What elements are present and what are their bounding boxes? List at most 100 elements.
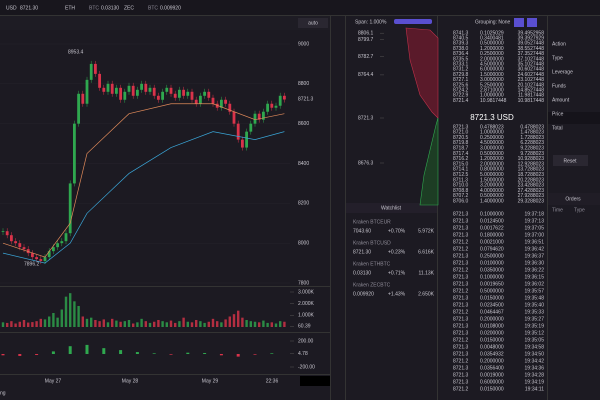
volume-bar [64, 296, 68, 327]
ticker-quote: BTC [89, 5, 99, 11]
time-box [300, 376, 330, 386]
grouping-minus[interactable] [514, 18, 524, 27]
span-slider[interactable] [394, 19, 432, 24]
ob-price: 8719.8 [453, 140, 469, 146]
macd-bar [85, 344, 89, 354]
volume-bar [18, 321, 21, 327]
ob-amount: 10.9817448 [480, 98, 507, 104]
ob-amount: 0.0019650 [480, 281, 504, 287]
reset-button[interactable] [553, 155, 588, 166]
candle [5, 231, 9, 236]
candle [224, 99, 227, 104]
ob-amount: 0.1000000 [480, 274, 504, 280]
form-label: Amount [552, 97, 570, 103]
ob-total: 19:35:40 [525, 302, 545, 308]
candle [94, 63, 97, 74]
orders-column: Type [574, 207, 585, 213]
ob-price: 8718.7 [453, 146, 469, 152]
grouping-label: Grouping: None [475, 19, 511, 25]
volume-bar [69, 293, 72, 327]
volume-bar [73, 301, 76, 327]
watch-volume: 11.13K [419, 270, 435, 276]
ob-total: 19:36:37 [525, 253, 545, 259]
ob-amount: 0.0100000 [480, 260, 504, 266]
ob-price: 8729.8 [453, 72, 469, 78]
ob-amount: 1.2000000 [480, 46, 504, 52]
ob-price: 8721.3 [453, 225, 469, 231]
ob-amount: 0.0150000 [480, 386, 504, 392]
y-tick-label: 8200 [298, 201, 309, 207]
last-label: 8721.3 [298, 96, 314, 102]
ob-amount: 0.5000000 [480, 41, 504, 47]
candle [257, 113, 261, 120]
candle [26, 249, 30, 254]
ob-amount: 0.3400481 [480, 36, 504, 42]
grouping-plus[interactable] [527, 18, 537, 27]
ob-total: 1.7288023 [520, 135, 544, 141]
candle [241, 139, 244, 148]
candle [232, 111, 236, 124]
volume-bar [279, 321, 282, 327]
volume-bar [106, 322, 110, 327]
candle [203, 91, 206, 96]
candle [39, 259, 43, 262]
ob-amount: 0.0200000 [480, 330, 504, 336]
ob-price: 8733.1 [453, 62, 469, 68]
ob-price: 8727.1 [453, 77, 469, 83]
ob-amount: 0.0124500 [480, 218, 504, 224]
ob-amount: 1.2000000 [480, 156, 504, 162]
ob-price: 8722.9 [453, 93, 469, 99]
ob-price: 8731.2 [453, 67, 469, 73]
candle [81, 93, 85, 104]
ob-price: 8721.3 [453, 323, 469, 329]
ob-price: 8739.3 [453, 41, 469, 47]
ticker-price: 8721.30 [20, 5, 38, 11]
x-tick-label: May 27 [45, 378, 62, 384]
volume-bar [14, 323, 17, 327]
volume-bar [77, 306, 80, 327]
ob-price: 8721.3 [453, 274, 469, 280]
ob-price: 8715.0 [453, 161, 469, 167]
volume-bar [111, 318, 114, 327]
ob-total: 19:34:11 [525, 386, 544, 392]
volume-bar [90, 317, 93, 327]
ob-amount: 0.2500000 [480, 135, 504, 141]
ob-price: 8708.8 [453, 188, 469, 194]
depth-tick-label: 8799.7 [358, 37, 374, 43]
ob-price: 8706.0 [453, 199, 469, 205]
watch-change: +0.23% [388, 249, 406, 255]
ob-price: 8724.2 [453, 88, 469, 94]
ob-price: 8740.5 [453, 36, 469, 42]
watch-price: 0.03130 [353, 270, 371, 276]
volume-bar [140, 318, 143, 327]
candle [274, 105, 278, 108]
watch-volume: 5.972K [418, 228, 435, 234]
ob-price: 8707.2 [453, 193, 469, 199]
volume-bar [123, 321, 126, 327]
ob-amount: 1.5000000 [480, 72, 504, 78]
candle [73, 123, 76, 184]
moving-average [2, 103, 285, 258]
ob-total: 23.4288023 [518, 183, 545, 189]
vol-tick-label: 2.000K [298, 301, 315, 307]
span-label: Span: 1.000% [355, 19, 387, 25]
moving-average [2, 131, 285, 264]
ob-total: 19:34:28 [525, 372, 545, 378]
ob-amount: 0.6000000 [480, 379, 504, 385]
volume-bar [224, 319, 227, 327]
form-label: Leverage [552, 69, 573, 75]
auto-button[interactable] [298, 18, 328, 28]
ob-price: 8721.3 [453, 379, 469, 385]
volume-bar [195, 320, 198, 327]
high-label: 8953.4 [68, 49, 84, 55]
ob-total: 19:35:05 [525, 337, 545, 343]
ob-price: 8721.3 [453, 372, 469, 378]
volume-bar [98, 321, 101, 327]
ob-total: 0.4788023 [520, 124, 544, 130]
vol-tick-label: 1.000K [298, 313, 315, 319]
volume-bar [186, 321, 189, 327]
ob-amount: 0.5000000 [480, 193, 504, 199]
macd-tick-label: 4.78 [298, 351, 308, 357]
